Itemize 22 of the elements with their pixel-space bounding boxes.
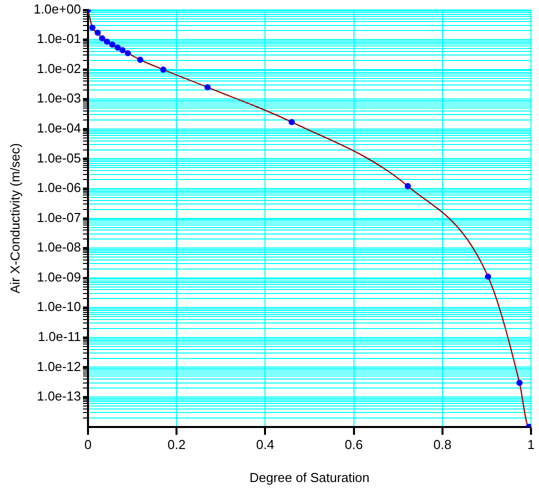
y-tick-label: 1.0e-08	[36, 240, 81, 255]
x-tick-label: 0.6	[344, 437, 363, 452]
y-tick-label: 1.0e-11	[38, 329, 81, 344]
x-tick-label: 0.4	[256, 437, 274, 452]
y-tick-label: 1.0e-10	[36, 299, 81, 314]
x-axis-title: Degree of Saturation	[249, 470, 370, 485]
y-tick-label: 1.0e-03	[36, 90, 81, 106]
y-tick-label: 1.0e-06	[36, 180, 81, 196]
y-tick-label: 1.0e+00	[34, 1, 81, 16]
y-tick-label: 1.0e-12	[36, 358, 81, 374]
y-axis-title: Air X-Conductivity (m/sec)	[7, 143, 22, 294]
y-tick-label: 1.0e-07	[36, 210, 81, 225]
x-tick-label: 1	[527, 437, 535, 452]
y-tick-label: 1.0e-04	[36, 120, 81, 136]
y-tick-label: 1.0e-02	[36, 60, 81, 76]
x-tick-label: 0.8	[433, 437, 452, 452]
x-tick-label: 0.2	[168, 437, 186, 452]
y-tick-label: 1.0e-05	[36, 150, 81, 166]
y-tick-label: 1.0e-01	[36, 31, 81, 46]
y-tick-label: 1.0e-09	[36, 269, 81, 284]
y-tick-label: 1.0e-13	[36, 388, 81, 404]
x-tick-label: 0	[84, 437, 92, 452]
